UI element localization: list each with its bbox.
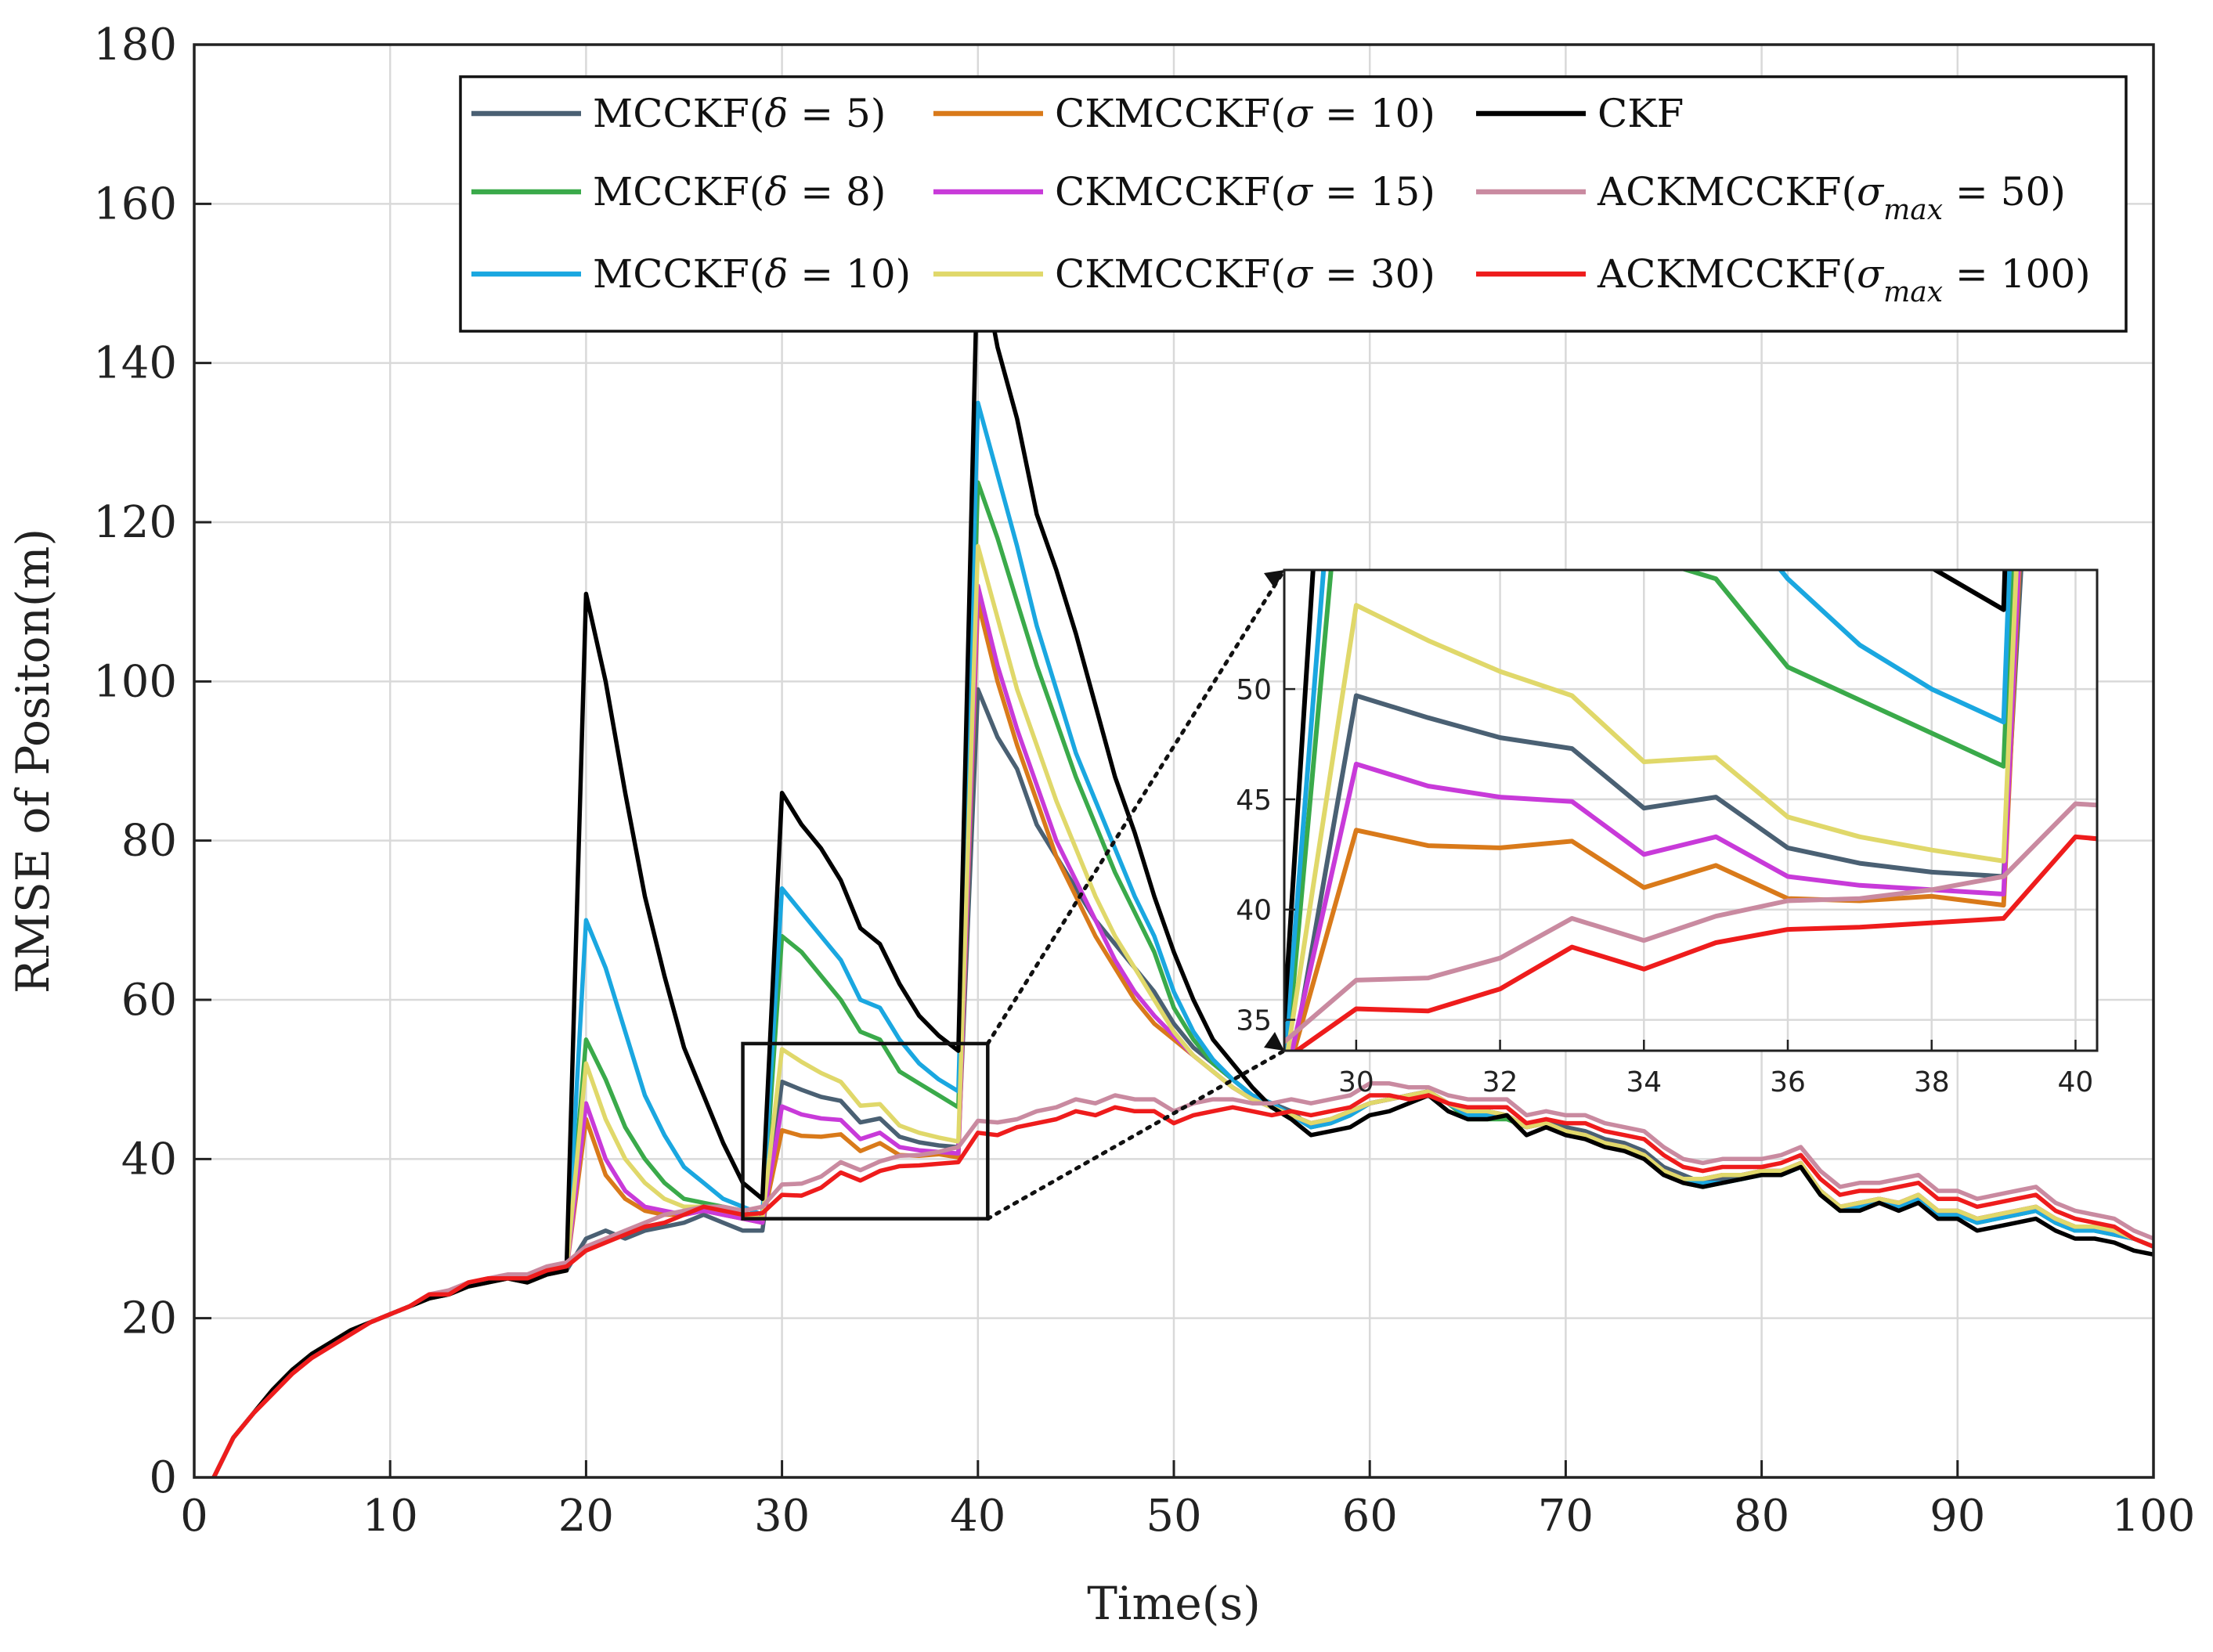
inset-x-tick-label: 34 <box>1626 1066 1662 1098</box>
inset-frame <box>1283 568 2099 1052</box>
legend-label-2: MCCKF(δ = 8) <box>593 169 886 215</box>
x-tick-label: 40 <box>950 1491 1005 1542</box>
main-series-group <box>211 241 2153 1477</box>
y-axis-label: RMSE of Positon(m) <box>6 528 60 994</box>
inset-x-tick-label: 40 <box>2058 1066 2094 1098</box>
y-tick-label: 20 <box>121 1293 177 1344</box>
legend-label-4: CKMCCKF(σ = 10) <box>1055 91 1435 136</box>
inset-series-line-9 <box>1292 834 2097 1051</box>
zoom-connector-bottom <box>985 1048 1287 1221</box>
x-tick-label: 60 <box>1342 1491 1398 1542</box>
zoom-connector-top <box>985 568 1287 1046</box>
y-tick-label: 140 <box>93 338 177 389</box>
series-line-7 <box>211 241 2153 1477</box>
x-tick-label: 0 <box>180 1491 208 1542</box>
zoom-arrowhead-top <box>1264 570 1284 589</box>
inset-y-tick-label: 40 <box>1236 895 1272 927</box>
legend-label-7: CKF <box>1597 91 1684 136</box>
x-tick-label: 50 <box>1146 1491 1201 1542</box>
inset-plot-area <box>1284 570 2097 1051</box>
inset-series-line-8 <box>1284 801 2097 1044</box>
zoom-arrowhead-bottom <box>1264 1032 1284 1051</box>
y-tick-label: 180 <box>93 20 177 70</box>
x-axis-label: Time(s) <box>1087 1577 1261 1630</box>
inset-series-line-3 <box>1284 570 2012 1051</box>
y-tick-label: 100 <box>93 656 177 707</box>
y-tick-label: 80 <box>121 816 177 867</box>
y-tick-label: 120 <box>93 497 177 548</box>
inset-x-tick-label: 36 <box>1770 1066 1806 1098</box>
y-tick-label: 0 <box>149 1452 177 1503</box>
inset-series-line-4 <box>1291 570 2022 1051</box>
x-tick-label: 70 <box>1538 1491 1594 1542</box>
x-tick-label: 30 <box>754 1491 810 1542</box>
x-tick-label: 10 <box>363 1491 418 1542</box>
legend-label-5: CKMCCKF(σ = 15) <box>1055 169 1435 215</box>
y-tick-label: 40 <box>121 1134 177 1185</box>
x-tick-label: 80 <box>1734 1491 1789 1542</box>
legend-box <box>459 75 2128 333</box>
inset-y-tick-label: 50 <box>1236 674 1272 706</box>
inset-x-tick-label: 32 <box>1482 1066 1518 1098</box>
zoom-box <box>741 1041 990 1221</box>
legend: MCCKF(δ = 5) MCCKF(δ = 8) MCCKF(δ = 10) CKM… <box>459 75 2128 333</box>
y-tick-label: 60 <box>121 975 177 1026</box>
inset-series-line-1 <box>1291 570 2023 1051</box>
x-tick-label: 100 <box>2112 1491 2196 1542</box>
inset-grid <box>1284 570 2097 1051</box>
legend-label-6: CKMCCKF(σ = 30) <box>1055 251 1435 297</box>
inset-series-line-2 <box>1285 570 2015 1051</box>
inset-series-line-5 <box>1290 570 2021 1051</box>
zoom-indicator <box>741 568 1287 1221</box>
legend-label-3: MCCKF(δ = 10) <box>593 251 911 297</box>
inset-y-tick-label: 45 <box>1236 785 1272 817</box>
inset-ticks: 30 32 34 36 38 40 35 40 45 50 <box>1236 674 2093 1098</box>
inset-y-tick-label: 35 <box>1236 1005 1272 1037</box>
x-tick-label: 20 <box>558 1491 614 1542</box>
inset-series-line-6 <box>1285 570 2019 1051</box>
inset-x-tick-label: 38 <box>1914 1066 1950 1098</box>
legend-label-1: MCCKF(δ = 5) <box>593 91 886 136</box>
y-tick-label: 160 <box>93 179 177 229</box>
main-ticks: 0 10 20 30 40 50 60 70 80 90 100 0 20 40 60 80 100 120 140… <box>93 20 2195 1542</box>
inset-series-group <box>1284 570 2097 1051</box>
series-line-9 <box>211 1093 2153 1477</box>
x-tick-label: 90 <box>1930 1491 1985 1542</box>
inset-x-tick-label: 30 <box>1338 1066 1374 1098</box>
